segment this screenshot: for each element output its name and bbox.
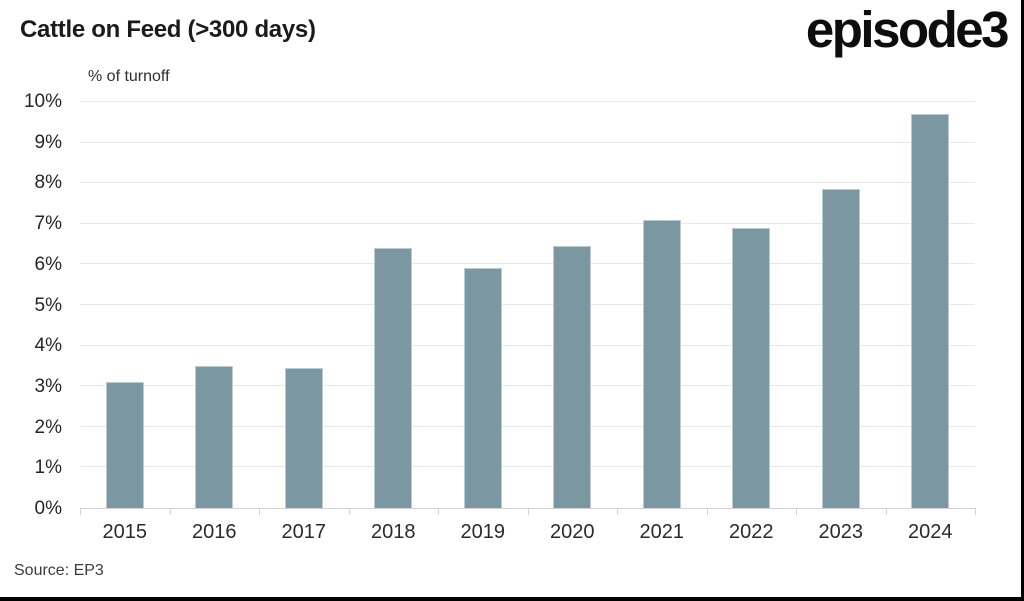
x-axis-tick [348, 508, 350, 515]
y-tick-label: 2% [34, 416, 62, 438]
bar-2023 [821, 189, 860, 508]
x-axis-tick [617, 508, 618, 515]
gridline [80, 263, 975, 265]
y-tick-label: 4% [34, 335, 62, 357]
gridline [80, 101, 975, 102]
y-axis-unit-label: % of turnoff [88, 68, 170, 85]
gridline [80, 304, 975, 305]
x-tick-label: 2018 [371, 521, 416, 543]
y-tick-label: 1% [34, 457, 62, 479]
y-tick-label: 8% [34, 172, 62, 194]
x-axis-tick [80, 508, 81, 515]
x-axis-tick [438, 508, 439, 515]
x-axis-tick [527, 508, 529, 515]
bar-2022 [732, 227, 771, 508]
x-axis-tick [975, 508, 976, 515]
bar-2016 [195, 365, 234, 508]
y-axis-labels: 0% 1% 2% 3% 4% 5% 6% 7% 8% 9% 10% [0, 91, 62, 519]
x-axis-tick [259, 508, 260, 515]
source-caption: Source: EP3 [14, 562, 104, 579]
x-tick-label: 2019 [460, 521, 506, 543]
bar-2015 [105, 382, 144, 508]
gridline [80, 385, 975, 387]
y-tick-label: 0% [34, 498, 62, 519]
bar-2024 [911, 114, 950, 508]
bar-2017 [284, 367, 323, 508]
x-tick-label: 2017 [281, 521, 327, 543]
chart-title: Cattle on Feed (>300 days) [20, 16, 316, 43]
x-tick-label: 2015 [102, 521, 148, 543]
x-tick-label: 2021 [639, 521, 685, 543]
bar-2021 [642, 219, 681, 508]
y-tick-label: 7% [34, 213, 62, 235]
y-tick-label: 3% [34, 375, 62, 397]
y-tick-label: 9% [34, 131, 62, 153]
x-axis-tick [706, 508, 708, 515]
gridline [80, 141, 975, 143]
x-tick-label: 2023 [818, 521, 864, 543]
gridline [80, 222, 975, 224]
gridline [80, 466, 975, 468]
bar-2020 [553, 246, 592, 508]
gridline [80, 425, 975, 427]
x-tick-label: 2024 [908, 521, 953, 543]
x-tick-label: 2020 [550, 521, 595, 543]
episode3-logo: episode3 [805, 1, 1010, 58]
y-tick-label: 10% [23, 91, 62, 112]
x-axis-tick [169, 508, 171, 515]
y-tick-label: 5% [34, 294, 62, 316]
plot-area: 2015 2016 2017 2018 2019 2020 2021 2022 2023 2024 [80, 101, 976, 543]
gridline [80, 182, 975, 184]
x-tick-label: 2022 [729, 521, 774, 543]
x-axis-tick [885, 508, 887, 515]
bar-2019 [463, 268, 502, 508]
gridline [80, 344, 975, 346]
bar-2018 [374, 248, 413, 508]
y-tick-label: 6% [34, 253, 62, 275]
x-tick-label: 2016 [192, 521, 237, 543]
x-axis-tick [796, 508, 797, 515]
